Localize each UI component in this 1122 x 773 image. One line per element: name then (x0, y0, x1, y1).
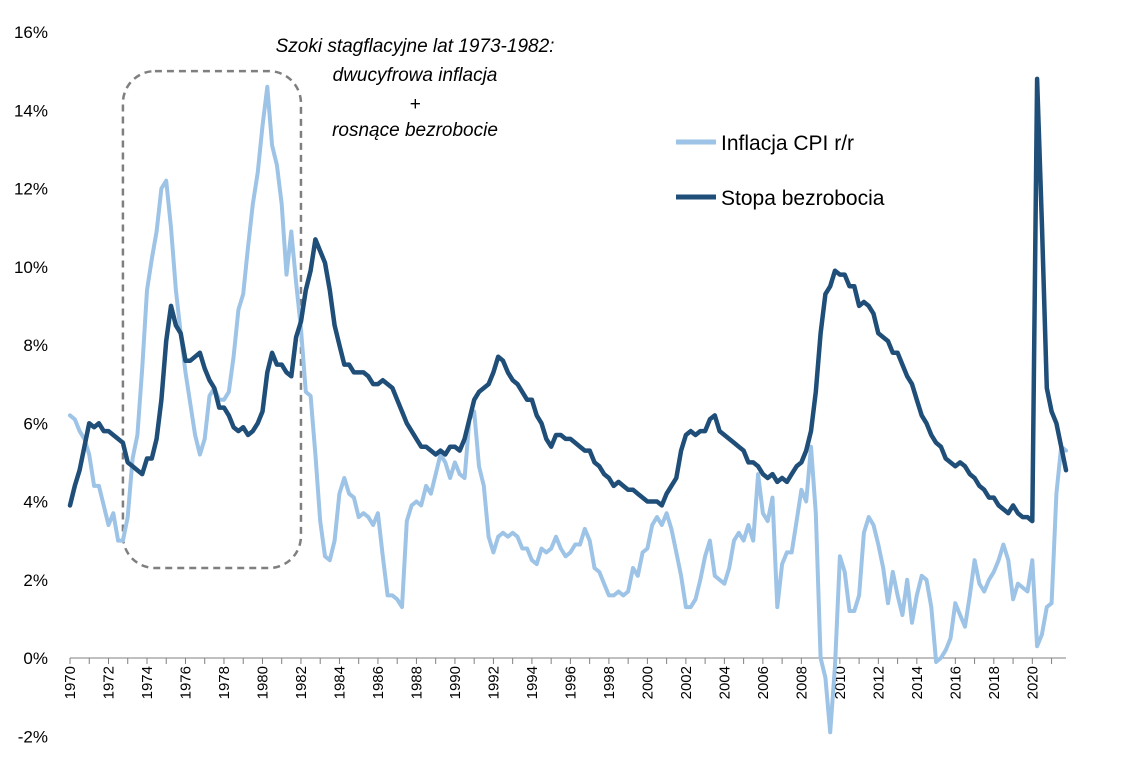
y-tick-label: 16% (14, 23, 48, 42)
x-tick-label: 1998 (601, 666, 618, 699)
x-tick-label: 1992 (485, 666, 502, 699)
x-tick-label: 1980 (254, 666, 271, 699)
x-tick-label: 2008 (793, 666, 810, 699)
x-tick-label: 1974 (139, 666, 156, 699)
x-tick-label: 1996 (562, 666, 579, 699)
y-axis: -2% 0% 2% 4% 6% 8% 10% 12% 14% 16% (14, 23, 48, 746)
x-tick-label: 1972 (100, 666, 117, 699)
x-tick-label: 1986 (370, 666, 387, 699)
series-line-inflation (68, 84, 1068, 735)
x-tick-label: 1994 (524, 666, 541, 699)
legend-label: Inflacja CPI r/r (721, 132, 854, 155)
x-tick-label: 1982 (293, 666, 310, 699)
x-tick-label: 2002 (678, 666, 695, 699)
y-tick-label: 6% (23, 414, 48, 433)
y-tick-label: 14% (14, 101, 48, 120)
annotation: Szoki stagflacyjne lat 1973-1982: dwucyfr… (121, 36, 555, 570)
x-axis: 1970 1972 1974 1976 1978 1980 1982 1984 1986 1988… (62, 657, 1066, 699)
x-tick-label: 2006 (755, 666, 772, 699)
y-tick-label: 4% (23, 493, 48, 512)
legend: Inflacja CPI r/r Stopa bezrobocia (676, 132, 885, 210)
x-tick-label: 2016 (947, 666, 964, 699)
y-tick-label: 8% (23, 336, 48, 355)
x-tick-label: 2012 (870, 666, 887, 699)
annotation-line: dwucyfrowa inflacja (333, 65, 498, 86)
annotation-line: + (409, 94, 420, 115)
series-lines (67, 76, 1069, 735)
x-tick-label: 2014 (909, 666, 926, 699)
x-tick-label: 1988 (408, 666, 425, 699)
x-tick-label: 2018 (986, 666, 1003, 699)
y-tick-label: 12% (14, 180, 48, 199)
annotation-box (121, 69, 303, 570)
x-tick-label: 1970 (62, 666, 79, 699)
legend-label: Stopa bezrobocia (721, 187, 885, 210)
y-tick-label: 0% (23, 649, 48, 668)
x-tick-label: 2004 (716, 666, 733, 699)
annotation-line: rosnące bezrobocie (332, 120, 498, 141)
x-tick-label: 1976 (177, 666, 194, 699)
series-line-unemployment (67, 76, 1069, 524)
y-tick-label: -2% (18, 727, 48, 746)
x-tick-label: 1984 (331, 666, 348, 699)
y-tick-label: 2% (23, 571, 48, 590)
y-tick-label: 10% (14, 258, 48, 277)
annotation-line: Szoki stagflacyjne lat 1973-1982: (276, 36, 555, 57)
x-tick-label: 2020 (1024, 666, 1041, 699)
x-tick-label: 2000 (639, 666, 656, 699)
x-tick-label: 1978 (216, 666, 233, 699)
x-tick-label: 1990 (447, 666, 464, 699)
